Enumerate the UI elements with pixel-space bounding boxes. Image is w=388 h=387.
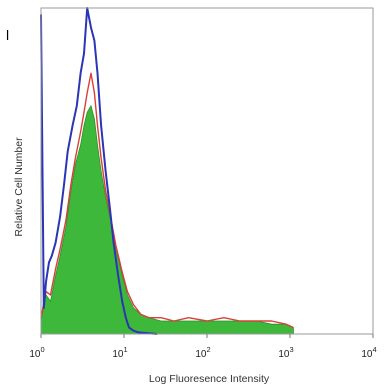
x-axis-ticks: 100 101 102 103 104 — [29, 334, 377, 360]
x-tick-label: 102 — [195, 345, 210, 360]
x-axis-title: Log Fluoresence Intensity — [149, 373, 270, 385]
x-tick-label: 100 — [29, 345, 44, 360]
histogram-line-series-3 — [40, 7, 158, 335]
x-tick-label: 103 — [278, 345, 293, 360]
panel-label: l — [6, 27, 9, 43]
y-axis-title: Relative Cell Number — [13, 137, 25, 237]
x-tick-label: 104 — [361, 345, 376, 360]
plot-area — [40, 7, 294, 335]
x-tick-label: 101 — [112, 345, 127, 360]
